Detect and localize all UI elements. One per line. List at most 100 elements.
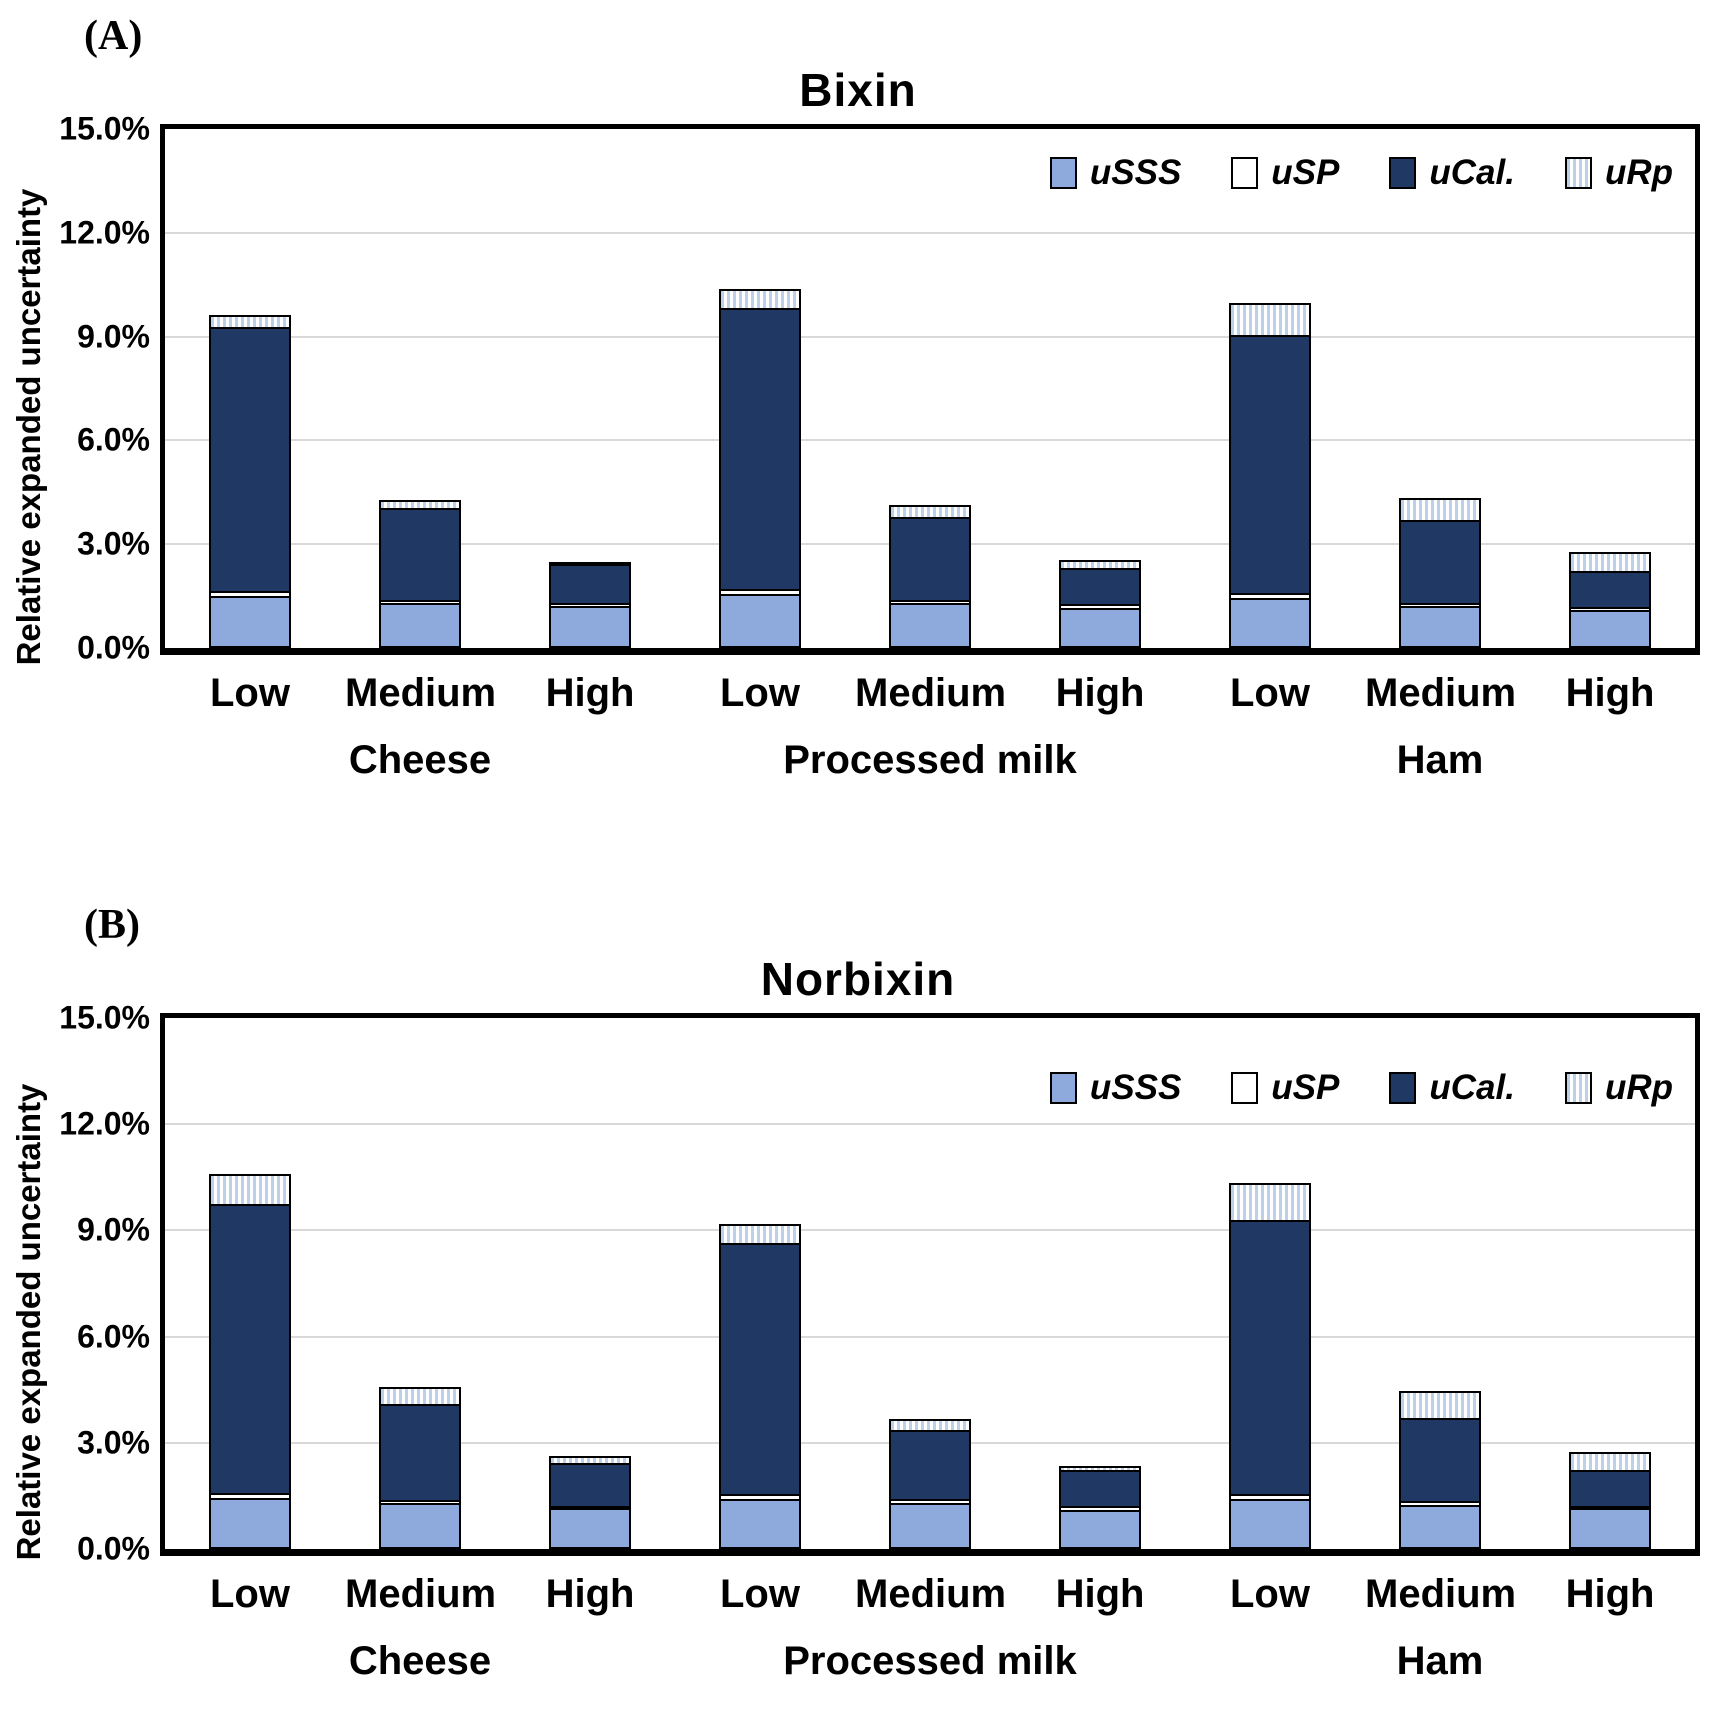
legend-label-urp: uRp (1604, 1068, 1673, 1107)
legend-label-ucal: uCal. (1429, 153, 1515, 192)
y-tick-0pct: 0.0% (77, 629, 150, 666)
x-axis-level-labels-b: Low Medium High Low Medium High Low Medium High (160, 1572, 1700, 1617)
plot-area-a: uSSS uSP uCal. uRp (160, 124, 1700, 655)
segment-usss-cheese-low (209, 596, 291, 648)
bar-group-ham (1185, 1018, 1695, 1549)
segment-usss-processed-milk-medium (889, 603, 971, 648)
bars-layer (165, 1018, 1695, 1549)
x-label-ham-high: High (1565, 1572, 1655, 1616)
y-tick-15pct: 15.0% (59, 110, 150, 147)
chart-title-bixin: Bixin (799, 64, 917, 116)
x-label-group-cheese: Low Medium High (165, 671, 675, 716)
legend-swatch-urp-stripes-icon (1564, 157, 1592, 189)
segment-usss-processed-milk-low (719, 594, 801, 648)
segment-urp-processed-milk-low (719, 1224, 801, 1246)
x-label-cheese-medium: Medium (345, 1572, 497, 1616)
segment-usss-ham-medium (1399, 606, 1481, 648)
segment-usss-ham-low (1229, 1499, 1311, 1549)
bar-processed-milk-low (719, 129, 801, 648)
segment-ucal-ham-medium (1399, 1417, 1481, 1503)
plot-column-a: uSSS uSP uCal. uRp Low Medium High Low Medium Hi… (160, 124, 1700, 783)
y-axis-title-b: Relative expanded uncertainty (0, 1013, 58, 1684)
chart-title-norbixin: Norbixin (760, 953, 956, 1005)
segment-usss-ham-high (1569, 1508, 1651, 1549)
segment-ucal-ham-low (1229, 335, 1311, 595)
segment-usss-ham-high (1569, 609, 1651, 648)
bar-cheese-high (549, 129, 631, 648)
group-label-ham: Ham (1396, 738, 1484, 782)
group-label-cheese: Cheese (348, 1639, 492, 1683)
x-label-processed-milk-high: High (1055, 1572, 1145, 1616)
legend-swatch-usp-icon (1231, 1072, 1259, 1104)
x-label-cheese-low: Low (210, 1572, 290, 1616)
segment-ucal-cheese-high (549, 563, 631, 606)
x-label-group-ham: Low Medium High (1185, 1572, 1695, 1617)
y-tick-6pct: 6.0% (77, 421, 150, 458)
y-axis-title-text-a: Relative expanded uncertainty (10, 188, 47, 666)
x-label-group-cheese: Low Medium High (165, 1572, 675, 1617)
legend-swatch-usss-icon (1049, 1072, 1077, 1104)
bar-ham-medium (1399, 1018, 1481, 1549)
legend: uSSS uSP uCal. uRp (1000, 153, 1673, 193)
x-label-group-processed-milk: Low Medium High (675, 671, 1185, 716)
segment-ucal-processed-milk-low (719, 1243, 801, 1497)
y-tick-6pct: 6.0% (77, 1318, 150, 1355)
segment-urp-ham-low (1229, 1183, 1311, 1223)
y-tick-9pct: 9.0% (77, 1211, 150, 1248)
bar-ham-high (1569, 1018, 1651, 1549)
y-axis-title-a: Relative expanded uncertainty (0, 124, 58, 783)
legend-label-usp: uSP (1271, 1068, 1340, 1107)
legend-label-urp: uRp (1604, 153, 1673, 192)
gridline-6pct (165, 1335, 1695, 1338)
y-tick-12pct: 12.0% (59, 214, 150, 251)
x-label-processed-milk-medium: Medium (855, 1572, 1007, 1616)
x-label-cheese-medium: Medium (345, 671, 497, 715)
gridline-9pct (165, 335, 1695, 338)
segment-ucal-ham-medium (1399, 519, 1481, 605)
plot-area-b: uSSS uSP uCal. uRp (160, 1013, 1700, 1556)
x-label-processed-milk-high: High (1055, 671, 1145, 715)
chart-bixin: (A) Bixin Relative expanded uncertainty … (0, 0, 1716, 783)
legend-item-ucal: uCal. (1389, 153, 1515, 193)
y-tick-3pct: 3.0% (77, 1424, 150, 1461)
segment-ucal-processed-milk-medium (889, 1430, 971, 1501)
bar-processed-milk-low (719, 1018, 801, 1549)
panel-label-a: (A) (84, 13, 143, 59)
segment-usss-cheese-high (549, 1508, 631, 1549)
gridline-6pct (165, 439, 1695, 442)
segment-usss-cheese-low (209, 1497, 291, 1549)
bar-ham-low (1229, 129, 1311, 648)
plot-column-b: uSSS uSP uCal. uRp Low Medium High Low Medium Hi… (160, 1013, 1700, 1684)
segment-ucal-ham-high (1569, 570, 1651, 609)
gridline-9pct (165, 1229, 1695, 1232)
x-axis-group-labels-b: Cheese Processed milk Ham (160, 1639, 1700, 1684)
segment-usss-cheese-medium (379, 603, 461, 648)
bar-processed-milk-medium (889, 129, 971, 648)
segment-ucal-ham-low (1229, 1220, 1311, 1497)
segment-usss-processed-milk-low (719, 1499, 801, 1549)
x-axis-level-labels-a: Low Medium High Low Medium High Low Medium High (160, 671, 1700, 716)
y-tick-9pct: 9.0% (77, 318, 150, 355)
legend: uSSS uSP uCal. uRp (1000, 1068, 1673, 1108)
x-label-ham-medium: Medium (1365, 1572, 1517, 1616)
segment-ucal-cheese-medium (379, 1404, 461, 1502)
legend-swatch-ucal-icon (1389, 157, 1417, 189)
bar-cheese-medium (379, 1018, 461, 1549)
group-label-ham: Ham (1396, 1639, 1484, 1683)
legend-label-ucal: uCal. (1429, 1068, 1515, 1107)
bars-layer (165, 129, 1695, 648)
segment-usss-processed-milk-medium (889, 1502, 971, 1549)
segment-ucal-processed-milk-high (1059, 1470, 1141, 1509)
segment-urp-ham-high (1569, 551, 1651, 573)
legend-item-urp: uRp (1564, 1068, 1673, 1108)
gridline-12pct (165, 1123, 1695, 1126)
y-tick-3pct: 3.0% (77, 525, 150, 562)
segment-urp-ham-low (1229, 302, 1311, 338)
legend-item-usp: uSP (1231, 1068, 1339, 1108)
bar-group-ham (1185, 129, 1695, 648)
legend-label-usp: uSP (1271, 153, 1340, 192)
bar-group-cheese (165, 129, 675, 648)
group-label-processed-milk: Processed milk (783, 1639, 1077, 1683)
bar-cheese-low (209, 129, 291, 648)
bar-ham-high (1569, 129, 1651, 648)
